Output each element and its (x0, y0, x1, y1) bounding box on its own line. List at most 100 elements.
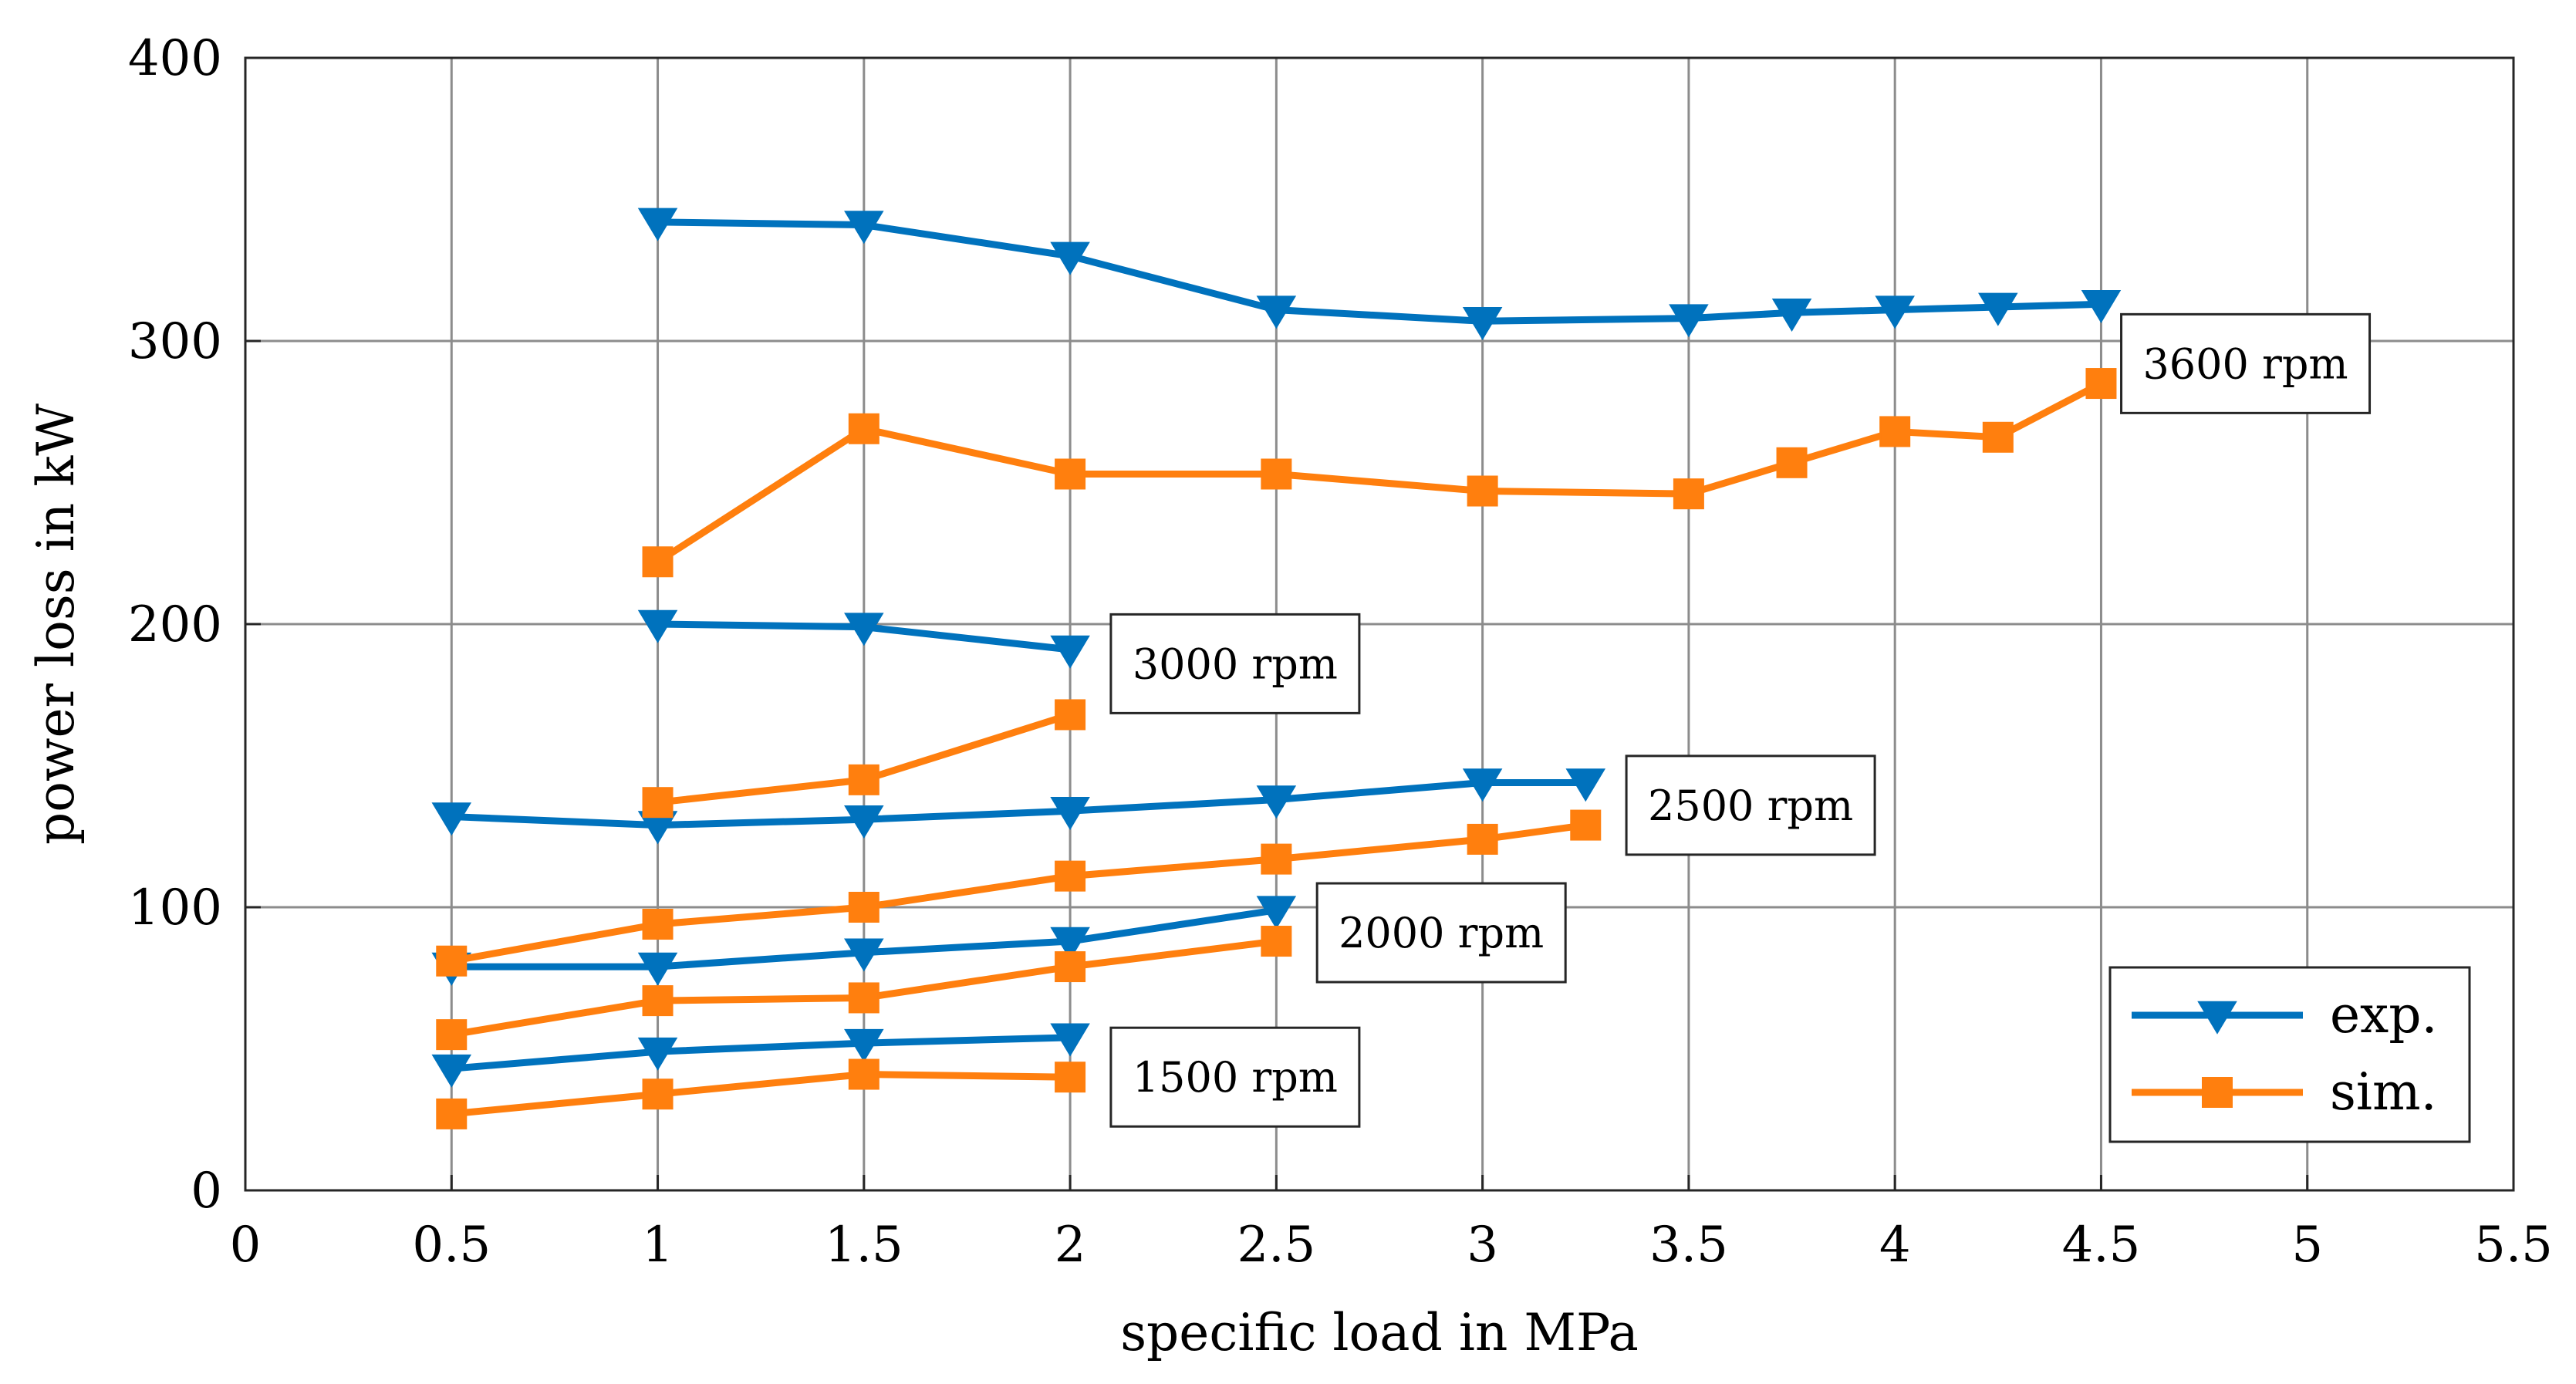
x-tick-label: 2.5 (1237, 1217, 1315, 1274)
data-point (1978, 292, 2018, 326)
data-point (1050, 241, 1090, 275)
annotation-box (1315, 882, 1567, 984)
series-sim-9 (642, 368, 2117, 578)
data-point (1050, 927, 1090, 960)
data-point (1673, 478, 1704, 510)
data-point (1055, 1062, 1086, 1093)
data-point (1875, 295, 1915, 329)
data-point (2085, 368, 2117, 400)
data-point (436, 945, 468, 977)
x-tick-label: 0.5 (412, 1217, 491, 1274)
data-point (848, 892, 879, 923)
series-exp-0 (431, 1023, 1090, 1088)
series-line (447, 779, 1589, 829)
data-point (1261, 843, 1292, 875)
data-point (1261, 458, 1292, 490)
legend-label-sim: sim. (2330, 1062, 2437, 1122)
data-point (844, 613, 884, 646)
data-point (431, 802, 472, 836)
data-point (1261, 926, 1292, 957)
annotation-text: 1500 rpm (1133, 1053, 1338, 1102)
data-point (848, 982, 879, 1014)
data-point (844, 805, 884, 839)
x-tick-label: 3 (1467, 1217, 1498, 1274)
data-point (844, 938, 884, 972)
x-tick-label: 4 (1879, 1217, 1911, 1274)
data-point (1570, 809, 1602, 841)
x-tick-label: 0 (230, 1217, 262, 1274)
data-point (1256, 295, 1297, 329)
series-sim-7 (642, 699, 1086, 819)
annotation-box (2120, 312, 2372, 414)
data-point (642, 909, 674, 940)
annotation-text: 3600 rpm (2142, 339, 2348, 388)
data-point (1467, 475, 1498, 507)
data-point (637, 208, 678, 241)
legend-label-exp: exp. (2330, 985, 2438, 1045)
data-point (2081, 290, 2122, 324)
data-point (1050, 1023, 1090, 1057)
legend-box (2108, 966, 2471, 1143)
x-axis-label: specific load in MPa (1120, 1303, 1639, 1362)
data-point (1462, 307, 1503, 341)
series-exp-4 (431, 768, 1606, 845)
annotations: 1500 rpm 2000 rpm 2500 rpm 3000 rpm 3600 rpm (1109, 312, 2372, 1128)
y-tick-label: 0 (191, 1163, 222, 1220)
legend-marker-shape (2202, 1077, 2233, 1108)
data-series (431, 208, 2122, 1129)
x-tick-label: 5.5 (2474, 1217, 2553, 1274)
data-point (436, 1098, 468, 1129)
axis-ticks: 0 0.5 1 1.5 2 2.5 3 3.5 4 4.5 5 5.5 0 100 200 300 400 (128, 30, 2553, 1274)
legend-entry-exp: exp. (2132, 985, 2438, 1045)
data-point (1055, 860, 1086, 892)
annotation-label: 3600 rpm (2120, 312, 2372, 414)
x-tick-label: 2 (1055, 1217, 1086, 1274)
series-line (447, 1071, 1074, 1118)
y-axis-label: power loss in kW (26, 403, 86, 845)
data-point (1467, 823, 1498, 855)
series-sim-1 (436, 1058, 1086, 1129)
data-point (1256, 785, 1297, 819)
x-tick-label: 1.5 (825, 1217, 903, 1274)
series-line (654, 218, 2105, 325)
data-point (1050, 796, 1090, 830)
x-tick-label: 1 (642, 1217, 674, 1274)
y-tick-label: 200 (128, 596, 222, 653)
data-point (1256, 896, 1297, 930)
data-point (1055, 699, 1086, 731)
data-point (642, 787, 674, 819)
data-point (637, 1037, 678, 1071)
data-point (848, 1058, 879, 1090)
legend-marker-shape (2197, 1001, 2237, 1035)
y-tick-label: 400 (128, 30, 222, 87)
data-point (1050, 635, 1090, 669)
annotation-label: 2500 rpm (1625, 754, 1876, 856)
legend: exp. sim. (2108, 966, 2471, 1143)
legend-entry-sim: sim. (2132, 1062, 2437, 1122)
annotation-box (1109, 1026, 1361, 1128)
data-point (642, 1079, 674, 1110)
annotation-label: 3000 rpm (1109, 613, 1361, 714)
data-point (642, 546, 674, 578)
annotation-box (1109, 613, 1361, 714)
data-point (1982, 421, 2014, 453)
legend-marker-sim (2202, 1077, 2233, 1108)
series-exp-6 (637, 609, 1090, 669)
data-point (1771, 299, 1812, 332)
x-tick-label: 3.5 (1649, 1217, 1728, 1274)
annotation-box (1625, 754, 1876, 856)
data-point (1776, 447, 1808, 478)
annotation-text: 3000 rpm (1133, 640, 1338, 688)
data-point (844, 1028, 884, 1062)
series-sim-5 (436, 809, 1602, 977)
data-point (1055, 458, 1086, 490)
data-point (848, 764, 879, 795)
data-point (431, 1054, 472, 1088)
series-sim-3 (436, 926, 1292, 1051)
data-point (1565, 768, 1606, 802)
y-tick-label: 300 (128, 313, 222, 370)
data-point (844, 211, 884, 245)
data-point (1669, 304, 1709, 338)
series-line (654, 380, 2105, 565)
